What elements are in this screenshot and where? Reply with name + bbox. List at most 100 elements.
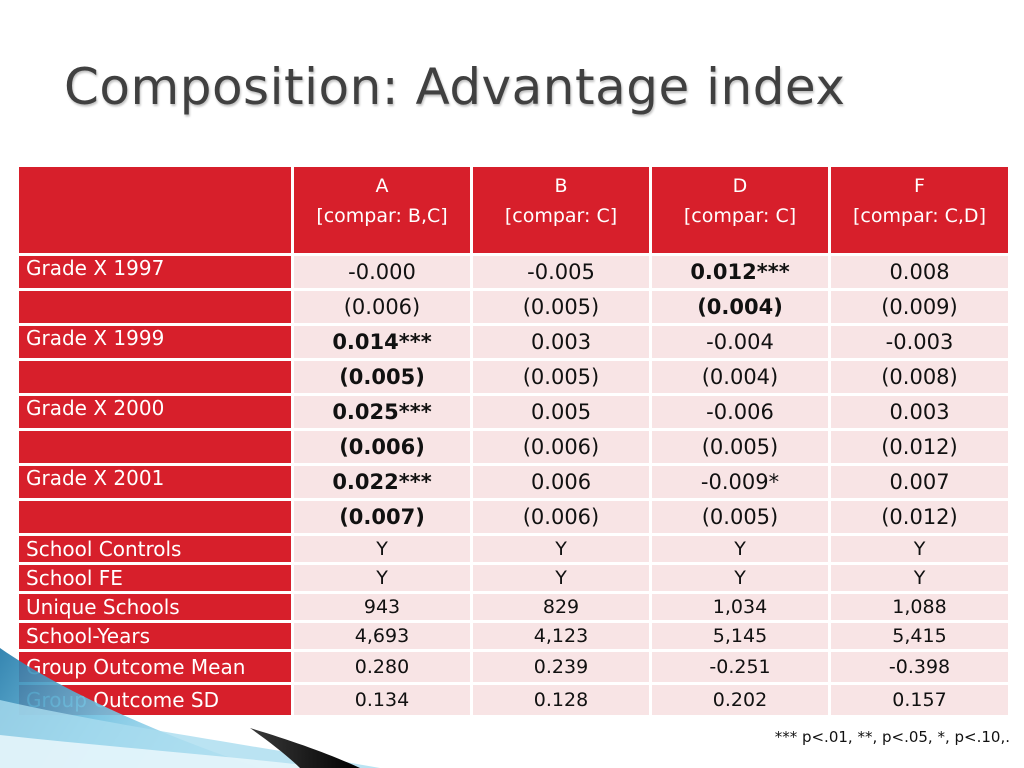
column-letter: A [375, 175, 389, 197]
column-comparison: [compar: C] [504, 205, 618, 227]
column-header: F [compar: C,D] [828, 164, 1011, 256]
table-cell: 0.012*** [649, 253, 831, 291]
column-letter: D [732, 175, 748, 197]
table-cell: 0.003 [828, 393, 1011, 431]
table-cell: 0.134 [291, 682, 473, 718]
row-label: Group Outcome SD [16, 682, 294, 718]
row-label: Grade X 2001 [16, 463, 294, 501]
column-letter: B [554, 175, 568, 197]
table-cell: 943 [291, 591, 473, 623]
table-cell: Y [828, 562, 1011, 594]
table-cell: (0.004) [649, 358, 831, 396]
table-cell: 0.202 [649, 682, 831, 718]
table-cell: (0.006) [291, 288, 473, 326]
table-cell: Y [649, 562, 831, 594]
table-cell: 4,123 [470, 620, 652, 652]
column-letter: F [914, 175, 925, 197]
table-cell: (0.006) [470, 498, 652, 536]
column-header: A [compar: B,C] [291, 164, 473, 256]
table-cell: Y [291, 562, 473, 594]
slide-title: Composition: Advantage index [64, 58, 846, 116]
table-cell: 4,693 [291, 620, 473, 652]
header-corner-cell [16, 164, 294, 256]
row-label: Grade X 1997 [16, 253, 294, 291]
row-label [16, 498, 294, 536]
table-cell: 0.157 [828, 682, 1011, 718]
table-cell: -0.005 [470, 253, 652, 291]
results-table: A [compar: B,C] B [compar: C] D [compar:… [16, 164, 1011, 718]
row-label [16, 428, 294, 466]
results-table-container: A [compar: B,C] B [compar: C] D [compar:… [16, 164, 1011, 718]
table-cell: (0.005) [291, 358, 473, 396]
table-cell: 0.025*** [291, 393, 473, 431]
table-row: School FE Y Y Y Y [16, 562, 1011, 594]
table-cell: (0.006) [470, 428, 652, 466]
table-row: Grade X 2001 0.022*** 0.006 -0.009* 0.00… [16, 463, 1011, 501]
table-cell: 0.003 [470, 323, 652, 361]
table-cell: (0.005) [649, 428, 831, 466]
table-cell: -0.251 [649, 649, 831, 685]
row-label: Grade X 1999 [16, 323, 294, 361]
table-cell: 0.006 [470, 463, 652, 501]
table-row: (0.006) (0.005) (0.004) (0.009) [16, 288, 1011, 326]
row-label: School FE [16, 562, 294, 594]
table-cell: -0.398 [828, 649, 1011, 685]
table-cell: 5,145 [649, 620, 831, 652]
table-header-row: A [compar: B,C] B [compar: C] D [compar:… [16, 164, 1011, 256]
table-cell: 0.128 [470, 682, 652, 718]
table-row: (0.006) (0.006) (0.005) (0.012) [16, 428, 1011, 466]
table-cell: 1,034 [649, 591, 831, 623]
table-cell: Y [291, 533, 473, 565]
table-row: School-Years 4,693 4,123 5,145 5,415 [16, 620, 1011, 652]
table-cell: -0.000 [291, 253, 473, 291]
row-label: Grade X 2000 [16, 393, 294, 431]
table-cell: Y [470, 533, 652, 565]
table-cell: (0.012) [828, 428, 1011, 466]
table-row: Group Outcome SD 0.134 0.128 0.202 0.157 [16, 682, 1011, 718]
table-cell: (0.005) [470, 358, 652, 396]
table-cell: (0.005) [649, 498, 831, 536]
table-cell: -0.003 [828, 323, 1011, 361]
column-comparison: [compar: C,D] [853, 205, 986, 227]
significance-footnote: *** p<.01, **, p<.05, *, p<.10,. [774, 728, 1010, 746]
table-cell: -0.009* [649, 463, 831, 501]
table-row: Grade X 1999 0.014*** 0.003 -0.004 -0.00… [16, 323, 1011, 361]
table-cell: (0.009) [828, 288, 1011, 326]
table-row: Unique Schools 943 829 1,034 1,088 [16, 591, 1011, 623]
table-cell: (0.012) [828, 498, 1011, 536]
row-label: Group Outcome Mean [16, 649, 294, 685]
column-header: D [compar: C] [649, 164, 831, 256]
table-row: (0.005) (0.005) (0.004) (0.008) [16, 358, 1011, 396]
table-cell: 829 [470, 591, 652, 623]
row-label: Unique Schools [16, 591, 294, 623]
row-label: School-Years [16, 620, 294, 652]
table-row: Grade X 2000 0.025*** 0.005 -0.006 0.003 [16, 393, 1011, 431]
table-cell: 0.239 [470, 649, 652, 685]
table-cell: (0.007) [291, 498, 473, 536]
table-row: School Controls Y Y Y Y [16, 533, 1011, 565]
table-cell: Y [470, 562, 652, 594]
table-cell: 5,415 [828, 620, 1011, 652]
row-label [16, 358, 294, 396]
table-cell: 0.008 [828, 253, 1011, 291]
column-comparison: [compar: B,C] [316, 205, 448, 227]
table-cell: (0.008) [828, 358, 1011, 396]
table-cell: (0.004) [649, 288, 831, 326]
table-row: (0.007) (0.006) (0.005) (0.012) [16, 498, 1011, 536]
row-label: School Controls [16, 533, 294, 565]
table-cell: 0.014*** [291, 323, 473, 361]
table-cell: Y [649, 533, 831, 565]
column-header: B [compar: C] [470, 164, 652, 256]
table-row: Group Outcome Mean 0.280 0.239 -0.251 -0… [16, 649, 1011, 685]
row-label [16, 288, 294, 326]
table-cell: (0.005) [470, 288, 652, 326]
table-cell: Y [828, 533, 1011, 565]
table-cell: 0.007 [828, 463, 1011, 501]
column-comparison: [compar: C] [683, 205, 797, 227]
table-cell: 0.005 [470, 393, 652, 431]
table-cell: -0.004 [649, 323, 831, 361]
table-row: Grade X 1997 -0.000 -0.005 0.012*** 0.00… [16, 253, 1011, 291]
table-cell: 1,088 [828, 591, 1011, 623]
table-cell: -0.006 [649, 393, 831, 431]
